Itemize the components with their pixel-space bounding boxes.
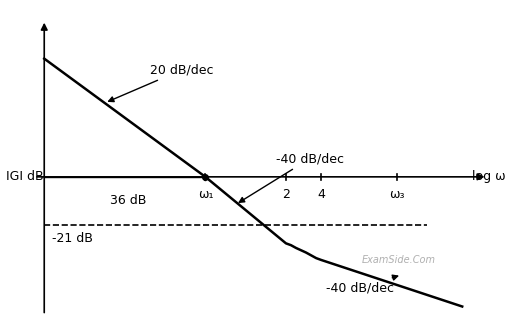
Text: ω₁: ω₁ <box>198 188 213 201</box>
Text: 20 dB/dec: 20 dB/dec <box>109 64 214 102</box>
Text: 2: 2 <box>282 188 290 201</box>
Text: log ω: log ω <box>472 170 506 183</box>
Text: ω₃: ω₃ <box>389 188 404 201</box>
Text: 4: 4 <box>317 188 325 201</box>
Text: -21 dB: -21 dB <box>52 232 93 245</box>
Text: ExamSide.Com: ExamSide.Com <box>362 255 436 265</box>
Text: -40 dB/dec: -40 dB/dec <box>326 275 398 294</box>
Text: -40 dB/dec: -40 dB/dec <box>239 152 344 202</box>
Text: 36 dB: 36 dB <box>110 194 146 207</box>
Text: IGI dB: IGI dB <box>6 170 44 183</box>
